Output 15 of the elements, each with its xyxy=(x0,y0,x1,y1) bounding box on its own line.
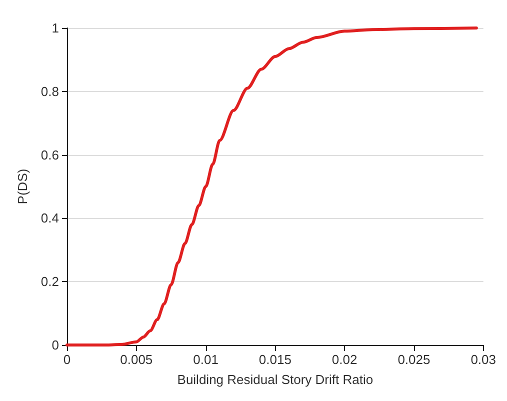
x-tick-label: 0.03 xyxy=(470,352,496,367)
x-tick-label: 0.02 xyxy=(332,352,358,367)
x-tick-label: 0.015 xyxy=(258,352,292,367)
y-tick-label: 1 xyxy=(52,20,59,36)
y-axis-title: P(DS) xyxy=(15,168,30,204)
x-tick-label: 0.01 xyxy=(193,352,218,367)
y-tick-label: 0 xyxy=(52,338,59,352)
x-tick-label: 0 xyxy=(63,352,71,367)
y-tick-label: 0.8 xyxy=(40,84,59,99)
x-tick-label: 0.005 xyxy=(120,352,153,367)
x-axis-title: Building Residual Story Drift Ratio xyxy=(177,372,374,387)
y-tick-label: 0.6 xyxy=(40,147,59,162)
y-tick-label: 0.4 xyxy=(40,210,59,226)
x-tick-label: 0.025 xyxy=(398,352,430,367)
y-tick-label: 0.2 xyxy=(40,274,59,290)
